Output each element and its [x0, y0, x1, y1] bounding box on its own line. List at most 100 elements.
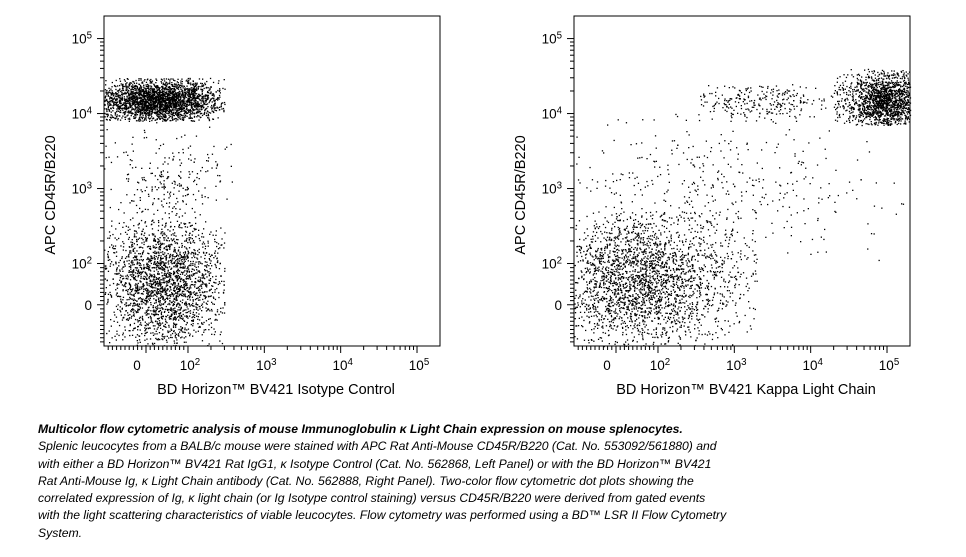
event-dot — [174, 226, 176, 228]
event-dot — [161, 269, 164, 271]
event-dot — [109, 104, 111, 106]
event-dot — [159, 282, 161, 284]
event-dot — [192, 300, 194, 302]
event-dot — [186, 85, 188, 87]
event-dot — [152, 95, 154, 97]
event-dot — [136, 289, 138, 291]
event-dot — [158, 116, 160, 118]
event-dot — [154, 293, 156, 295]
event-dot — [111, 86, 113, 88]
event-dot — [132, 248, 135, 250]
event-dot — [202, 282, 204, 284]
event-dot — [133, 250, 135, 252]
event-dot — [184, 195, 187, 197]
event-dot — [177, 115, 179, 117]
event-dot — [171, 113, 174, 115]
event-dot — [111, 115, 113, 117]
event-dot — [153, 263, 155, 265]
event-dot — [162, 83, 164, 86]
event-dot — [143, 264, 145, 266]
event-dot — [168, 337, 170, 339]
event-dot — [155, 308, 157, 310]
event-dot — [194, 113, 196, 115]
event-dot — [129, 279, 132, 281]
event-dot — [220, 104, 222, 106]
event-dot — [169, 104, 171, 107]
event-dot — [141, 107, 143, 109]
event-dot — [150, 257, 153, 259]
event-dot — [135, 283, 137, 285]
event-dot — [197, 101, 199, 103]
event-dot — [134, 327, 136, 329]
event-dot — [157, 323, 159, 325]
event-dot — [138, 78, 140, 80]
event-dot — [201, 263, 203, 265]
event-dot — [201, 82, 203, 85]
event-dot — [137, 310, 139, 312]
event-dot — [160, 91, 162, 94]
event-dot — [197, 294, 199, 297]
event-dot — [175, 214, 177, 216]
event-dot — [177, 278, 179, 280]
event-dot — [135, 286, 137, 288]
event-dot — [125, 89, 127, 92]
event-dot — [126, 78, 128, 80]
event-dot — [132, 102, 134, 104]
event-dot — [199, 113, 202, 115]
event-dot — [200, 82, 202, 84]
event-dot — [138, 246, 141, 249]
event-dot — [124, 286, 127, 288]
event-dot — [140, 322, 142, 324]
event-dot — [209, 280, 211, 282]
event-dot — [203, 113, 205, 115]
event-dot — [192, 292, 194, 294]
event-dot — [188, 278, 190, 280]
event-dot — [213, 95, 215, 97]
event-dot — [130, 310, 132, 313]
event-dot — [183, 103, 185, 105]
event-dot — [118, 105, 120, 107]
event-dot — [185, 296, 187, 298]
event-dot — [160, 267, 162, 269]
event-dot — [180, 312, 182, 314]
event-dot — [196, 257, 198, 259]
event-dot — [113, 98, 115, 100]
event-dot — [223, 111, 225, 113]
event-dot — [164, 84, 166, 86]
event-dot — [205, 302, 207, 304]
event-dot — [156, 93, 159, 95]
event-dot — [204, 283, 207, 286]
event-dot — [193, 316, 196, 319]
event-dot — [179, 104, 182, 106]
event-dot — [202, 246, 204, 248]
event-dot — [118, 110, 120, 112]
event-dot — [156, 95, 158, 97]
event-dot — [145, 113, 147, 115]
event-dot — [173, 323, 176, 325]
event-dot — [159, 175, 161, 178]
event-dot — [159, 301, 161, 303]
event-dot — [156, 288, 159, 290]
event-dot — [163, 247, 165, 250]
event-dot — [110, 88, 112, 90]
event-dot — [173, 99, 175, 102]
event-dot — [206, 98, 208, 101]
event-dot — [206, 264, 208, 266]
event-dot — [134, 279, 136, 281]
event-dot — [211, 107, 213, 109]
event-dot — [213, 257, 215, 259]
event-dot — [162, 95, 164, 97]
event-dot — [187, 270, 189, 272]
event-dot — [129, 100, 131, 102]
event-dot — [191, 102, 193, 104]
event-dot — [152, 87, 154, 90]
event-dot — [125, 83, 127, 85]
event-dot — [115, 339, 117, 341]
event-dot — [191, 97, 193, 99]
event-dot — [197, 104, 199, 106]
event-dot — [202, 298, 204, 301]
event-dot — [177, 288, 180, 290]
event-dot — [153, 261, 156, 264]
event-dot — [182, 103, 184, 105]
event-dot — [152, 88, 154, 90]
